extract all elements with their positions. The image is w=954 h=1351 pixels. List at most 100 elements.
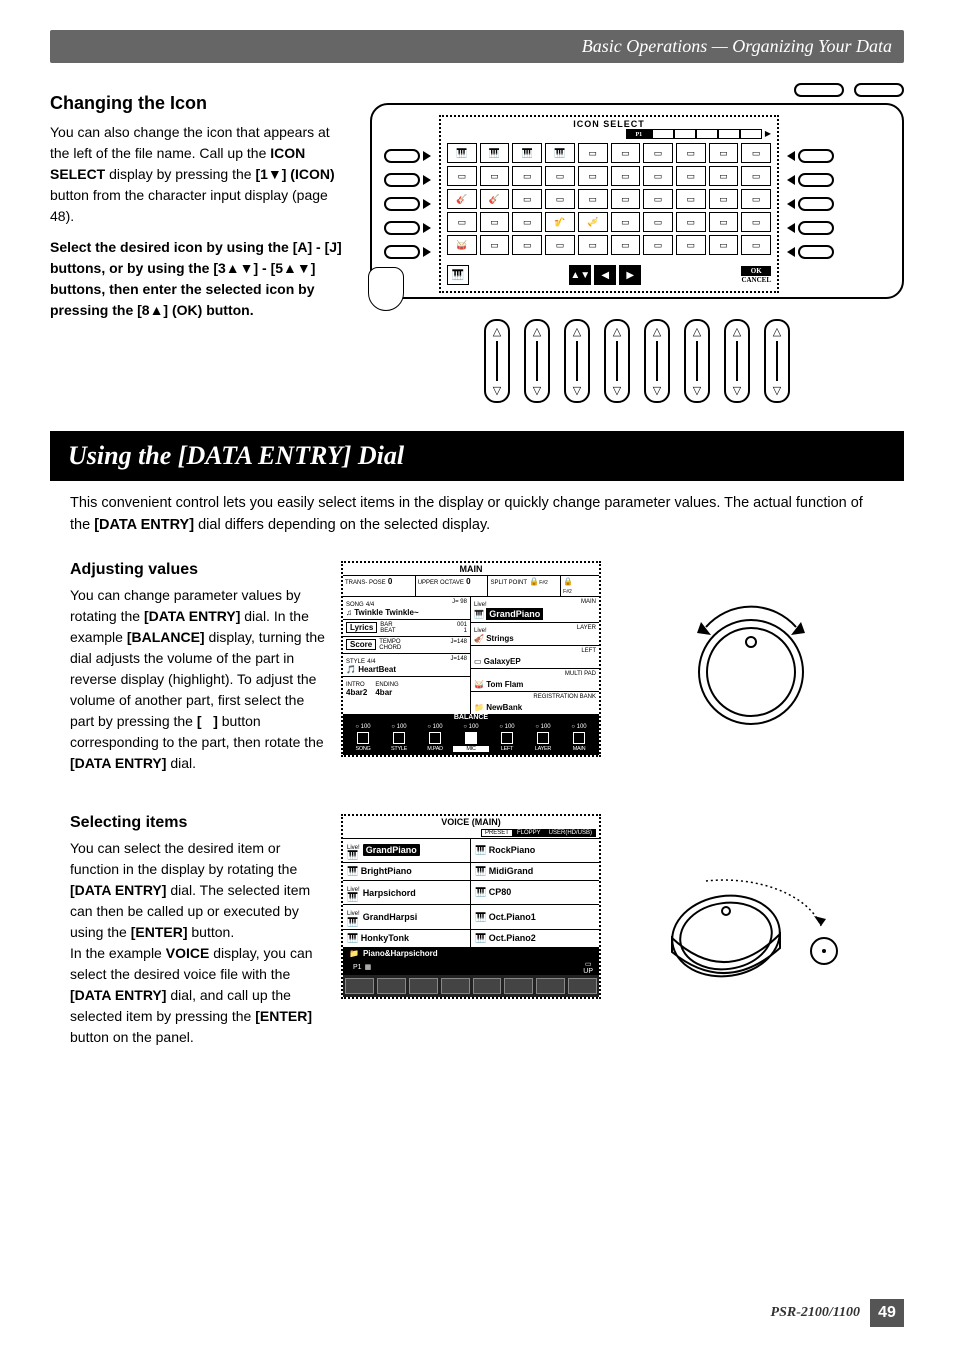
icon-cell[interactable]: ▭ bbox=[611, 166, 641, 186]
lyrics-button[interactable]: Lyrics bbox=[346, 622, 377, 633]
side-button-j[interactable] bbox=[798, 245, 834, 259]
icon-cell[interactable]: ▭ bbox=[643, 143, 673, 163]
icon-cell[interactable]: ▭ bbox=[578, 143, 608, 163]
icon-cell[interactable]: ▭ bbox=[578, 166, 608, 186]
voice-item[interactable]: 🎹 CP80 bbox=[471, 880, 599, 904]
icon-cell[interactable]: ▭ bbox=[709, 212, 739, 232]
icon-cell[interactable]: ▭ bbox=[709, 166, 739, 186]
icon-cell[interactable]: ▭ bbox=[578, 189, 608, 209]
ok-button[interactable]: OK bbox=[741, 266, 771, 276]
icon-cell[interactable]: ▭ bbox=[578, 235, 608, 255]
side-button-f[interactable] bbox=[798, 149, 834, 163]
icon-cell[interactable]: ▭ bbox=[741, 143, 771, 163]
cancel-button[interactable]: CANCEL bbox=[741, 276, 771, 284]
icon-cell[interactable]: ▭ bbox=[545, 235, 575, 255]
side-button-b[interactable] bbox=[384, 173, 420, 187]
slider-3[interactable] bbox=[564, 319, 590, 403]
icon-cell[interactable]: ▭ bbox=[512, 212, 542, 232]
lcd-tab[interactable] bbox=[674, 129, 696, 139]
icon-cell[interactable]: 🎹 bbox=[480, 143, 510, 163]
panel-button[interactable] bbox=[854, 83, 904, 97]
icon-cell[interactable]: ▭ bbox=[676, 189, 706, 209]
voice-bot-cell[interactable] bbox=[504, 978, 533, 994]
voice-bot-cell[interactable] bbox=[441, 978, 470, 994]
voice-bot-cell[interactable] bbox=[409, 978, 438, 994]
icon-cell[interactable]: 🎷 bbox=[545, 212, 575, 232]
voice-item[interactable]: 🎹 BrightPiano bbox=[343, 862, 471, 880]
slider-8[interactable] bbox=[764, 319, 790, 403]
icon-cell[interactable]: ▭ bbox=[643, 235, 673, 255]
icon-cell[interactable]: 🥁 bbox=[447, 235, 477, 255]
icon-cell[interactable]: ▭ bbox=[512, 235, 542, 255]
icon-cell[interactable]: ▭ bbox=[676, 166, 706, 186]
icon-cell[interactable]: ▭ bbox=[741, 212, 771, 232]
slider-1[interactable] bbox=[484, 319, 510, 403]
voice-item[interactable]: 🎹 Oct.Piano2 bbox=[471, 929, 599, 947]
icon-cell[interactable]: ▭ bbox=[643, 189, 673, 209]
voice-item[interactable]: Live!🎹 GrandPiano bbox=[343, 838, 471, 862]
icon-cell[interactable]: ▭ bbox=[643, 212, 673, 232]
voice-bot-cell[interactable] bbox=[568, 978, 597, 994]
lcd-tab[interactable] bbox=[718, 129, 740, 139]
icon-cell[interactable]: ▭ bbox=[611, 235, 641, 255]
voice-item[interactable]: Live!🎹 Harpsichord bbox=[343, 880, 471, 904]
icon-cell[interactable]: ▭ bbox=[611, 143, 641, 163]
voice-tab-floppy[interactable]: FLOPPY bbox=[513, 829, 545, 837]
icon-cell[interactable]: ▭ bbox=[545, 166, 575, 186]
side-button-i[interactable] bbox=[798, 221, 834, 235]
icon-cell[interactable]: 🎹 bbox=[512, 143, 542, 163]
voice-item[interactable]: Live!🎹 GrandHarpsi bbox=[343, 904, 471, 928]
icon-cell[interactable]: 🎹 bbox=[447, 143, 477, 163]
nav-prev[interactable]: ◀ bbox=[594, 265, 616, 285]
voice-tab-user[interactable]: USER(HD/USB) bbox=[545, 829, 596, 837]
icon-cell[interactable]: ▭ bbox=[741, 189, 771, 209]
lcd-tab-p1[interactable]: P1 bbox=[626, 129, 652, 139]
icon-cell[interactable]: 🎹 bbox=[545, 143, 575, 163]
icon-cell[interactable]: ▭ bbox=[512, 189, 542, 209]
icon-cell[interactable]: 🎺 bbox=[578, 212, 608, 232]
side-button-g[interactable] bbox=[798, 173, 834, 187]
icon-cell[interactable]: 🎸 bbox=[447, 189, 477, 209]
icon-cell[interactable]: ▭ bbox=[480, 212, 510, 232]
voice-item[interactable]: 🎹 MidiGrand bbox=[471, 862, 599, 880]
icon-cell[interactable]: ▭ bbox=[676, 143, 706, 163]
icon-cell[interactable]: ▭ bbox=[676, 212, 706, 232]
icon-cell[interactable]: ▭ bbox=[741, 166, 771, 186]
lcd-tab[interactable] bbox=[696, 129, 718, 139]
voice-page[interactable]: P1 ▦ bbox=[349, 962, 375, 972]
icon-cell[interactable]: ▭ bbox=[611, 212, 641, 232]
icon-cell[interactable]: ▭ bbox=[676, 235, 706, 255]
icon-cell[interactable]: ▭ bbox=[709, 235, 739, 255]
voice-bot-cell[interactable] bbox=[345, 978, 374, 994]
slider-4[interactable] bbox=[604, 319, 630, 403]
nav-up-down[interactable]: ▲▼ bbox=[569, 265, 591, 285]
voice-bot-cell[interactable] bbox=[377, 978, 406, 994]
icon-cell[interactable]: ▭ bbox=[480, 166, 510, 186]
side-button-h[interactable] bbox=[798, 197, 834, 211]
icon-cell[interactable]: ▭ bbox=[709, 189, 739, 209]
voice-bot-cell[interactable] bbox=[473, 978, 502, 994]
nav-next[interactable]: ▶ bbox=[619, 265, 641, 285]
voice-item[interactable]: 🎹 HonkyTonk bbox=[343, 929, 471, 947]
voice-item[interactable]: 🎹 RockPiano bbox=[471, 838, 599, 862]
icon-cell[interactable]: ▭ bbox=[709, 143, 739, 163]
icon-cell[interactable]: 🎸 bbox=[480, 189, 510, 209]
icon-cell[interactable]: ▭ bbox=[611, 189, 641, 209]
lcd-tab[interactable] bbox=[740, 129, 762, 139]
lcd-tab[interactable] bbox=[652, 129, 674, 139]
voice-bot-cell[interactable] bbox=[536, 978, 565, 994]
voice-item[interactable]: 🎹 Oct.Piano1 bbox=[471, 904, 599, 928]
side-button-e[interactable] bbox=[384, 245, 420, 259]
slider-2[interactable] bbox=[524, 319, 550, 403]
side-button-a[interactable] bbox=[384, 149, 420, 163]
icon-cell[interactable]: ▭ bbox=[447, 166, 477, 186]
panel-button[interactable] bbox=[794, 83, 844, 97]
slider-5[interactable] bbox=[644, 319, 670, 403]
icon-cell[interactable]: ▭ bbox=[643, 166, 673, 186]
icon-cell[interactable]: ▭ bbox=[545, 189, 575, 209]
icon-cell[interactable]: ▭ bbox=[447, 212, 477, 232]
slider-7[interactable] bbox=[724, 319, 750, 403]
icon-cell[interactable]: ▭ bbox=[512, 166, 542, 186]
score-button[interactable]: Score bbox=[346, 639, 376, 650]
icon-cell[interactable]: ▭ bbox=[741, 235, 771, 255]
